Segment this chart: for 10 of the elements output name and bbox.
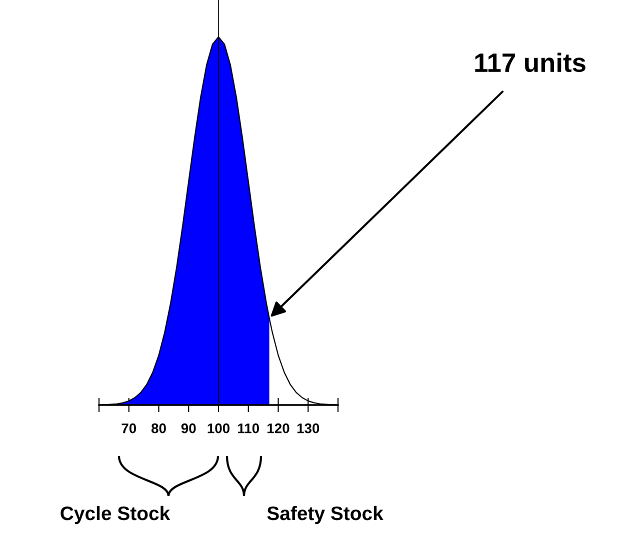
x-tick-label: 120 [268, 423, 290, 434]
text: Safety Stock [267, 506, 384, 524]
annotation: 117 units [475, 52, 586, 72]
x-tick-label: 100 [208, 423, 230, 434]
x-tick-label: 80 [151, 423, 166, 434]
text: Cycle Stock [60, 506, 170, 524]
x-tick-label: 110 [238, 423, 260, 434]
x-tick-label: 130 [297, 423, 320, 434]
x-tick-label: 70 [122, 423, 136, 434]
x-tick-label: 90 [181, 423, 196, 434]
